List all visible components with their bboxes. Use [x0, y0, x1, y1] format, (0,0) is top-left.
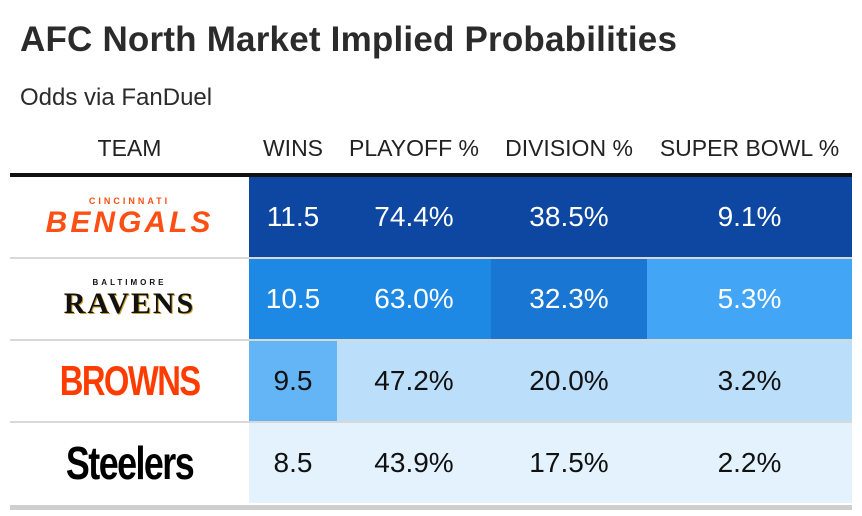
cell-playoff: 74.4% — [337, 177, 491, 257]
team-logo: BALTIMORE RAVENS — [10, 259, 249, 339]
cell-playoff: 47.2% — [337, 341, 491, 421]
cell-superbowl: 9.1% — [647, 177, 852, 257]
cell-playoff: 43.9% — [337, 423, 491, 503]
header-wins: WINS — [262, 134, 324, 161]
table-row: Steelers 8.5 43.9% 17.5% 2.2% — [10, 423, 852, 503]
chart-subtitle: Odds via FanDuel — [20, 84, 213, 111]
team-logo: Steelers — [10, 423, 249, 503]
table-row: BROWNS 9.5 47.2% 20.0% 3.2% — [10, 341, 852, 421]
team-logo-top-text: BALTIMORE — [92, 278, 167, 287]
team-logo: CINCINNATI BENGALS — [10, 177, 249, 257]
team-logo-top-text: CINCINNATI — [88, 195, 171, 206]
cell-division: 17.5% — [491, 423, 647, 503]
table-bottom-border — [10, 505, 852, 510]
header-team: TEAM — [97, 134, 162, 161]
team-logo-wordmark: RAVENS — [63, 287, 196, 320]
cell-wins: 8.5 — [249, 423, 337, 503]
cell-superbowl: 5.3% — [647, 259, 852, 339]
team-logo: BROWNS — [10, 341, 249, 421]
cell-division: 20.0% — [491, 341, 647, 421]
header-division: DIVISION % — [505, 134, 633, 161]
team-logo-wordmark: Steelers — [65, 437, 195, 489]
team-logo-wordmark: BROWNS — [59, 357, 201, 404]
team-logo-wordmark: BENGALS — [45, 205, 214, 239]
table-row: CINCINNATI BENGALS 11.5 74.4% 38.5% 9.1% — [10, 177, 852, 257]
table-row: BALTIMORE RAVENS 10.5 63.0% 32.3% 5.3% — [10, 259, 852, 339]
cell-wins: 10.5 — [249, 259, 337, 339]
cell-superbowl: 3.2% — [647, 341, 852, 421]
header-rule — [10, 173, 852, 177]
cell-playoff: 63.0% — [337, 259, 491, 339]
cell-wins: 9.5 — [249, 341, 337, 421]
row-separator — [10, 257, 852, 259]
header-playoff: PLAYOFF % — [349, 134, 479, 161]
cell-wins: 11.5 — [249, 177, 337, 257]
row-separator — [10, 339, 852, 341]
row-separator — [10, 421, 852, 423]
cell-division: 38.5% — [491, 177, 647, 257]
header-superbowl: SUPER BOWL % — [659, 134, 840, 161]
chart-title: AFC North Market Implied Probabilities — [20, 20, 678, 59]
cell-division: 32.3% — [491, 259, 647, 339]
cell-superbowl: 2.2% — [647, 423, 852, 503]
